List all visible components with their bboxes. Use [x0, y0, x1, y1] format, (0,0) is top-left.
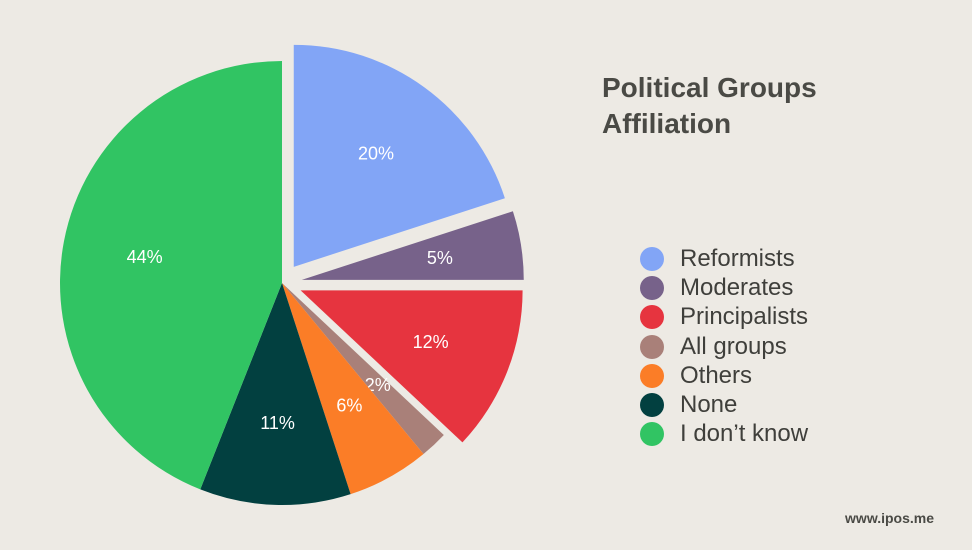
footer-url: www.ipos.me [845, 510, 934, 526]
legend-swatch-i-dont-know [640, 422, 664, 447]
legend-label-reformists: Reformists [680, 244, 795, 272]
chart-title-line-2: Affiliation [602, 108, 732, 139]
legend-item-moderates: Moderates [640, 273, 808, 302]
legend-swatch-none [640, 393, 664, 418]
slice-label-all-groups: 2% [365, 375, 391, 395]
slice-label-others: 6% [336, 396, 362, 416]
pie-slice-principalists [300, 290, 523, 443]
legend: Reformists Moderates Principalists All g… [640, 244, 808, 449]
legend-item-others: Others [640, 361, 808, 390]
pie-slice-all-groups [282, 283, 444, 455]
slice-label-principalists: 12% [413, 332, 449, 352]
pie-slice-none [200, 283, 351, 505]
slice-label-reformists: 20% [358, 144, 394, 164]
legend-swatch-all-groups [640, 334, 664, 359]
pie-slice-others [282, 283, 424, 495]
chart-title-line-1: Political Groups [602, 72, 817, 103]
slice-label-i-don-t-know: 44% [127, 247, 163, 267]
legend-swatch-moderates [640, 275, 664, 300]
legend-item-i-dont-know: I don’t know [640, 420, 808, 449]
pie-slice-i-don-t-know [60, 61, 282, 490]
legend-swatch-reformists [640, 246, 664, 271]
legend-item-all-groups: All groups [640, 332, 808, 361]
legend-label-none: None [680, 391, 738, 419]
legend-swatch-principalists [640, 305, 664, 330]
legend-item-reformists: Reformists [640, 244, 808, 273]
slice-label-moderates: 5% [427, 248, 453, 268]
legend-label-all-groups: All groups [680, 332, 787, 360]
legend-label-moderates: Moderates [680, 273, 794, 301]
slice-label-none: 11% [260, 413, 295, 433]
legend-label-others: Others [680, 361, 753, 389]
legend-item-none: None [640, 390, 808, 419]
pie-slice-reformists [293, 44, 505, 267]
chart-title: Political Groups Affiliation [602, 70, 902, 142]
legend-item-principalists: Principalists [640, 303, 808, 332]
legend-label-i-dont-know: I don’t know [680, 420, 809, 448]
pie-slice-moderates [301, 211, 524, 280]
legend-swatch-others [640, 363, 664, 388]
legend-label-principalists: Principalists [680, 303, 809, 331]
